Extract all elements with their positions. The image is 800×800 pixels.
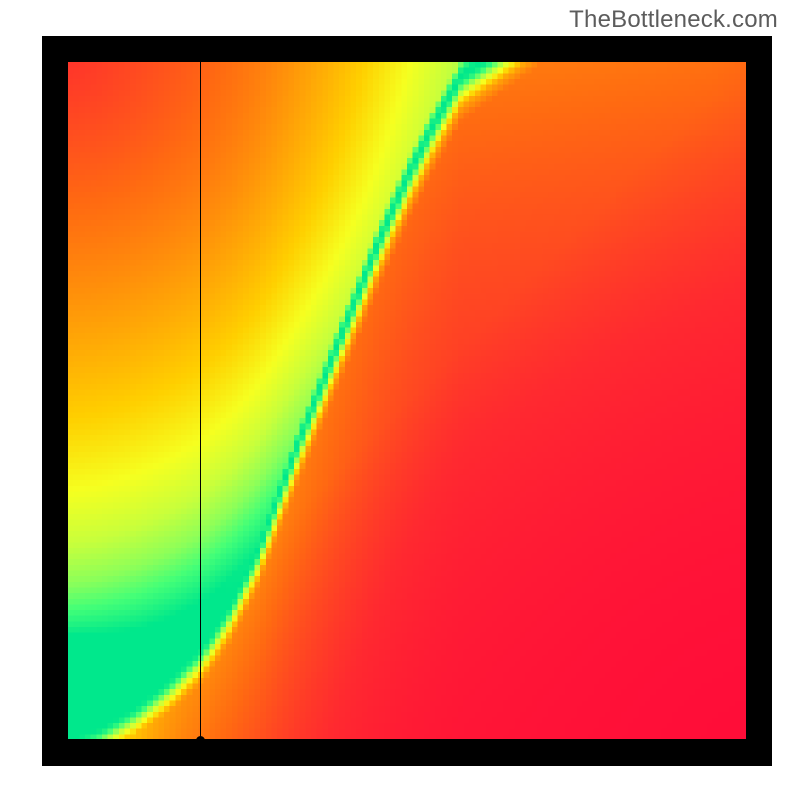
crosshair-marker-dot xyxy=(196,736,205,745)
crosshair-horizontal-line xyxy=(68,739,746,740)
heatmap-canvas xyxy=(68,62,746,740)
watermark-text: TheBottleneck.com xyxy=(569,6,778,34)
crosshair-vertical-line xyxy=(200,62,201,740)
